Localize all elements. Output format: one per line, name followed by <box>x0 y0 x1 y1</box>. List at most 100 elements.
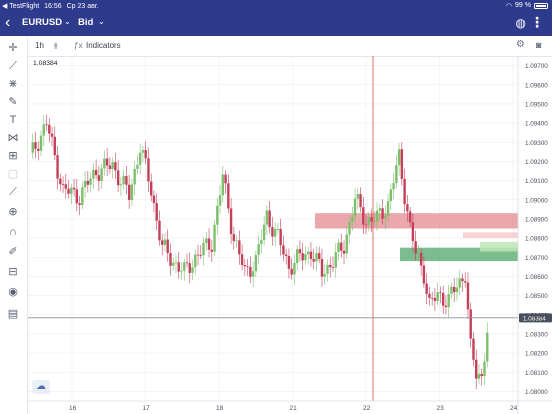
globe-icon[interactable]: ◍ <box>515 16 526 30</box>
gear-icon[interactable]: ⚙ <box>516 39 525 50</box>
wifi-icon: ◠ <box>505 2 513 10</box>
candle-body <box>191 267 194 273</box>
candle-body <box>389 189 393 202</box>
candle-body <box>329 264 332 268</box>
ruler-icon[interactable]: ⟋ <box>9 186 17 198</box>
candles-icon[interactable]: ⫵ <box>54 41 58 50</box>
indicators-icon[interactable]: ƒx <box>74 41 83 50</box>
candle-body <box>348 221 351 235</box>
battery-icon <box>534 2 548 9</box>
projection-icon[interactable]: ⊞ <box>8 150 18 162</box>
pattern-icon[interactable]: ⋈ <box>7 132 19 144</box>
candle-body <box>304 254 307 261</box>
testflight-back-link[interactable]: ◀ TestFlight <box>2 2 40 10</box>
candle-body <box>136 164 139 169</box>
y-tick-label: 1.08700 <box>525 255 548 262</box>
crosshair-icon[interactable]: ✛ <box>8 42 18 54</box>
y-tick-label: 1.09400 <box>525 121 548 128</box>
text-icon[interactable]: T <box>9 114 17 126</box>
fibonacci-icon[interactable]: ⋇ <box>8 78 18 90</box>
y-tick-label: 1.08100 <box>525 370 548 377</box>
candle-body <box>61 184 65 186</box>
candle-body <box>417 252 420 254</box>
candle-body <box>475 359 478 379</box>
back-icon[interactable]: ‹ <box>5 14 11 31</box>
chevron-down-icon[interactable]: ⌄ <box>98 17 105 26</box>
y-tick-label: 1.09500 <box>525 101 548 108</box>
y-tick-label: 1.09700 <box>525 63 548 70</box>
candle-body <box>177 262 180 272</box>
x-tick-label: 23 <box>437 405 445 412</box>
candle-body <box>295 249 299 264</box>
candle-body <box>119 184 123 186</box>
candle-body <box>97 175 101 181</box>
candle-body <box>362 207 365 225</box>
candle-body <box>70 187 73 194</box>
candle-body <box>298 249 302 254</box>
candle-body <box>257 244 260 256</box>
candle-body <box>232 234 236 242</box>
candle-body <box>392 183 395 190</box>
y-tick-label: 1.08400 <box>525 312 548 319</box>
trendline-icon[interactable]: ⟋ <box>9 60 17 72</box>
candle-body <box>251 271 255 277</box>
chevron-down-icon[interactable]: ⌄ <box>64 17 71 26</box>
lock-icon[interactable]: ⊟ <box>8 266 18 278</box>
y-tick-label: 1.08800 <box>525 236 548 243</box>
current-price-tag: 1.08384 <box>523 315 546 322</box>
magnet-icon[interactable]: ∩ <box>9 226 17 238</box>
drawing-toolbar: ✛ ⟋ ⋇ ✎ T ⋈ ⊞ ▢ ⟋ ⊕ ∩ ✐ ⊟ ◉ ▤ <box>0 37 28 414</box>
trash-icon[interactable]: ▤ <box>7 308 19 320</box>
candle-body <box>238 240 241 255</box>
candle-body <box>185 262 189 264</box>
candle-body <box>116 170 120 186</box>
camera-icon[interactable]: ◙ <box>536 40 542 50</box>
candle-body <box>158 220 161 241</box>
zoom-icon[interactable]: ⊕ <box>8 206 18 218</box>
candle-body <box>400 149 404 179</box>
y-tick-label: 1.08900 <box>525 216 548 223</box>
candle-body <box>72 187 76 190</box>
candle-body <box>155 203 158 221</box>
more-vertical-icon[interactable]: ⋮ <box>530 14 544 30</box>
cloud-sync-icon[interactable]: ☁ <box>32 380 50 394</box>
x-tick-label: 16 <box>69 405 77 412</box>
x-tick-label: 17 <box>143 405 151 412</box>
price-type-selector[interactable]: Bid <box>78 17 94 28</box>
candle-body <box>81 187 84 206</box>
candle-body <box>430 297 434 299</box>
eye-icon[interactable]: ◉ <box>8 286 18 298</box>
candle-body <box>227 183 230 209</box>
symbol-selector[interactable]: EURUSD <box>22 17 63 28</box>
candle-body <box>161 240 164 245</box>
candle-body <box>464 281 467 283</box>
candle-body <box>477 373 481 379</box>
candle-body <box>174 262 178 264</box>
candle-body <box>89 178 92 185</box>
candle-body <box>48 124 51 134</box>
candle-body <box>342 250 346 254</box>
candle-body <box>359 194 362 208</box>
candle-body <box>188 263 191 273</box>
chart-overlays: 1.08384 1.08384 <box>28 56 552 401</box>
candle-body <box>262 224 266 241</box>
interval-selector[interactable]: 1h <box>35 41 44 50</box>
candle-body <box>103 158 106 169</box>
candle-body <box>334 252 337 268</box>
candle-body <box>56 155 59 179</box>
candle-body <box>428 293 431 298</box>
indicators-button[interactable]: Indicators <box>86 41 121 50</box>
lock-drawing-icon[interactable]: ✐ <box>8 246 18 258</box>
candle-body <box>138 152 142 165</box>
candle-body <box>318 253 321 260</box>
candle-body <box>450 286 453 294</box>
brush-icon[interactable]: ✎ <box>8 96 18 108</box>
price-chart[interactable]: 1.08384 1.08384 1.09700 1.09600 1.09500 1.09… <box>28 56 552 414</box>
candle-body <box>480 373 483 377</box>
candle-body <box>108 165 112 170</box>
candle-body <box>144 150 147 159</box>
candle-body <box>315 253 318 262</box>
y-tick-label: 1.08500 <box>525 293 548 300</box>
candle-body <box>50 133 54 137</box>
